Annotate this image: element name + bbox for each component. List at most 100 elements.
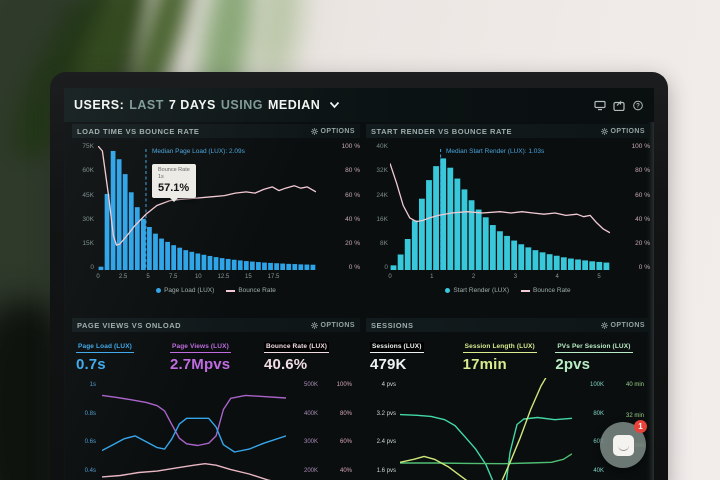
histogram-bar[interactable] [292, 264, 298, 270]
metrics-row: Sessions (LUX) 479K Session Length (LUX)… [370, 335, 648, 377]
histogram-bar[interactable] [298, 264, 304, 270]
histogram-bar[interactable] [568, 258, 574, 270]
histogram-bar[interactable] [511, 240, 518, 270]
histogram-bar[interactable] [575, 259, 581, 270]
axis-tick-label: 45K [82, 191, 94, 199]
histogram-bar[interactable] [268, 262, 273, 270]
legend-label: Start Render (LUX) [453, 287, 510, 294]
legend-item[interactable]: Bounce Rate [226, 287, 276, 294]
histogram-bar[interactable] [418, 198, 425, 270]
axis-tick-label: 0 [388, 274, 392, 280]
histogram-bar[interactable] [122, 174, 128, 270]
legend-item[interactable]: Start Render (LUX) [445, 287, 509, 294]
metric-page-views[interactable]: Page Views (LUX) 2.7Mpvs [170, 335, 264, 377]
histogram-bar[interactable] [147, 227, 152, 270]
axis-tick-label: 20 % [635, 240, 650, 248]
histogram-bar[interactable] [262, 262, 267, 270]
metric-sessions[interactable]: Sessions (LUX) 479K [370, 335, 463, 377]
y-axis-right: 100 % 80 % 60 % 40 % 20 % 0 % [620, 143, 650, 272]
histogram-bar[interactable] [153, 233, 158, 270]
histogram-bar[interactable] [195, 253, 201, 270]
axis-tick-label: 4 pvs [381, 382, 396, 388]
metric-pvs-per-session[interactable]: PVs Per Session (LUX) 2pvs [555, 335, 648, 377]
histogram-bar[interactable] [475, 209, 482, 270]
histogram-bar[interactable] [171, 245, 177, 270]
histogram-bar[interactable] [304, 264, 310, 270]
histogram-bar[interactable] [532, 250, 539, 270]
legend-item[interactable]: Bounce Rate [521, 287, 571, 294]
histogram-bar[interactable] [249, 261, 255, 270]
options-button[interactable]: OPTIONS [310, 127, 355, 135]
histogram-bar[interactable] [213, 257, 219, 270]
histogram-bar[interactable] [454, 178, 461, 270]
metric-bounce-rate[interactable]: Bounce Rate (LUX) 40.6% [264, 335, 358, 377]
options-button[interactable]: OPTIONS [600, 127, 645, 135]
histogram-bar[interactable] [116, 159, 122, 270]
histogram-bar[interactable] [134, 207, 140, 270]
histogram-bar[interactable] [110, 150, 116, 270]
axis-tick-label: 0 [90, 264, 94, 272]
histogram-bar[interactable] [603, 262, 610, 270]
histogram-bar[interactable] [497, 231, 503, 270]
histogram-bar[interactable] [165, 241, 170, 270]
histogram-bar[interactable] [560, 257, 567, 270]
histogram-bar[interactable] [280, 263, 286, 270]
metric-page-load[interactable]: Page Load (LUX) 0.7s [76, 335, 170, 377]
page-views-vs-onload-chart [102, 394, 286, 480]
histogram-bar[interactable] [447, 167, 454, 270]
histogram-bar[interactable] [397, 254, 404, 271]
histogram-bar[interactable] [518, 244, 525, 270]
gear-icon [310, 321, 318, 329]
histogram-bar[interactable] [596, 261, 603, 270]
chart-plot-area [390, 146, 610, 270]
histogram-bar[interactable] [225, 258, 231, 270]
axis-tick-label: 8K [380, 240, 388, 248]
metric-session-length[interactable]: Session Length (LUX) 17min [462, 335, 556, 377]
axis-tick-label: 500K [303, 382, 318, 388]
histogram-bar[interactable] [504, 235, 510, 270]
histogram-bar[interactable] [546, 254, 553, 270]
histogram-bar[interactable] [482, 217, 489, 270]
histogram-bar[interactable] [256, 262, 261, 270]
histogram-bar[interactable] [243, 261, 249, 270]
histogram-bar[interactable] [183, 250, 189, 270]
histogram-bar[interactable] [98, 266, 104, 270]
histogram-bar[interactable] [219, 258, 225, 270]
histogram-bar[interactable] [189, 251, 195, 270]
histogram-bar[interactable] [426, 180, 432, 270]
histogram-bar[interactable] [539, 252, 546, 270]
histogram-bar[interactable] [310, 264, 316, 270]
options-label: OPTIONS [320, 321, 355, 329]
chat-button[interactable]: 1 [600, 420, 647, 468]
options-button[interactable]: OPTIONS [600, 321, 645, 329]
histogram-bar[interactable] [525, 247, 532, 270]
display-icon[interactable] [594, 100, 606, 111]
histogram-bar[interactable] [274, 263, 279, 270]
histogram-bar[interactable] [582, 260, 589, 270]
histogram-bar[interactable] [140, 218, 146, 270]
histogram-bar[interactable] [468, 200, 475, 270]
histogram-bar[interactable] [207, 255, 213, 270]
median-annotation: Median Page Load (LUX): 2.09s [152, 148, 245, 155]
histogram-bar[interactable] [231, 259, 237, 270]
histogram-bar[interactable] [201, 254, 207, 270]
histogram-bar[interactable] [489, 225, 496, 270]
histogram-bar[interactable] [286, 263, 292, 270]
histogram-bar[interactable] [159, 238, 164, 270]
histogram-bar[interactable] [390, 265, 397, 270]
share-icon[interactable] [613, 100, 625, 111]
histogram-bar[interactable] [589, 261, 596, 270]
chevron-down-icon[interactable] [329, 101, 340, 109]
histogram-bar[interactable] [404, 239, 411, 270]
histogram-bar[interactable] [177, 247, 183, 270]
histogram-bar[interactable] [461, 189, 468, 270]
histogram-bar[interactable] [411, 220, 418, 270]
histogram-bar[interactable] [553, 255, 560, 270]
histogram-bar[interactable] [433, 166, 439, 270]
histogram-bar[interactable] [104, 193, 110, 270]
metric-label: Session Length (LUX) [462, 342, 537, 353]
help-icon[interactable]: ? [632, 100, 644, 111]
histogram-bar[interactable] [237, 260, 243, 270]
legend-item[interactable]: Page Load (LUX) [156, 287, 214, 294]
options-button[interactable]: OPTIONS [310, 321, 355, 329]
